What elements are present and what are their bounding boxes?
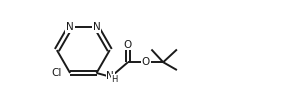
Text: N: N: [66, 22, 74, 32]
Text: N: N: [106, 71, 114, 81]
Text: Cl: Cl: [52, 68, 62, 78]
Text: O: O: [141, 57, 150, 67]
Text: O: O: [124, 40, 132, 50]
Text: H: H: [112, 75, 118, 84]
Text: N: N: [93, 22, 100, 32]
